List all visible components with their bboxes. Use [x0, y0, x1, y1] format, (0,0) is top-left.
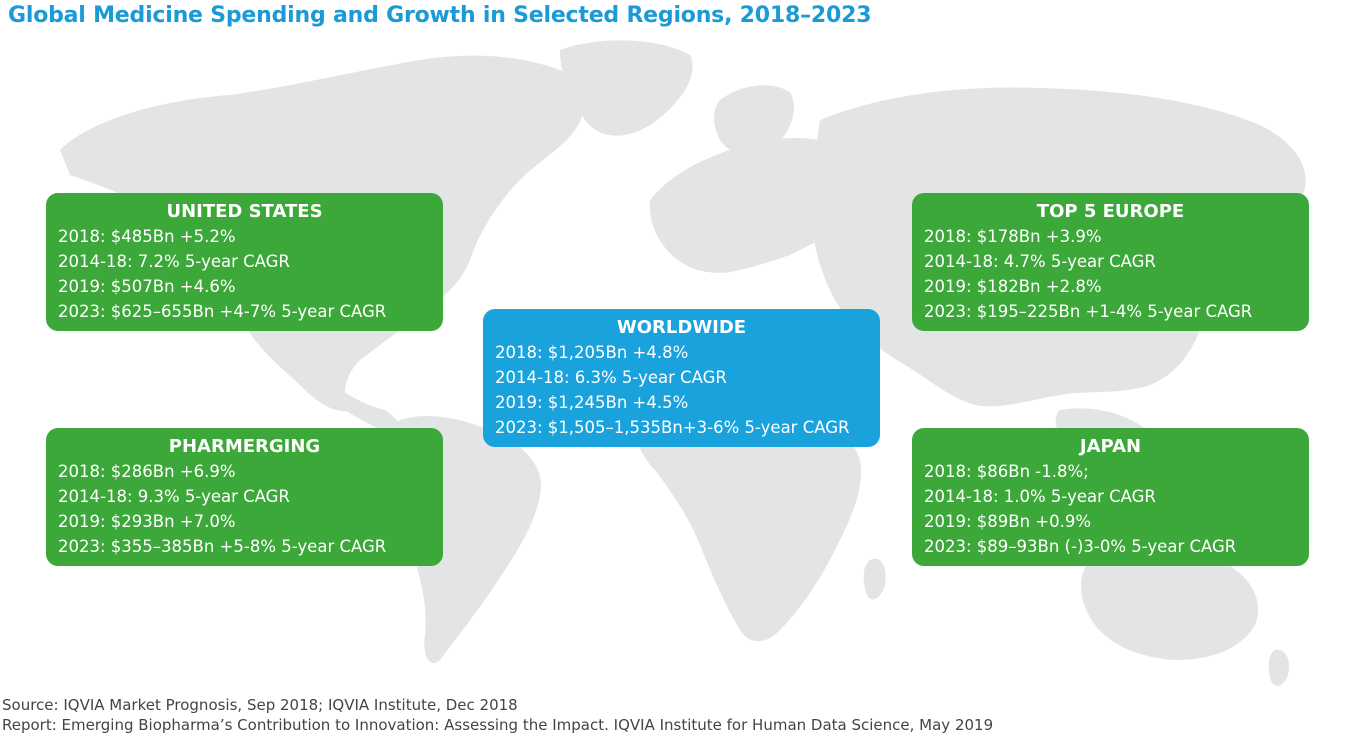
- page-title: Global Medicine Spending and Growth in S…: [8, 3, 872, 28]
- worldwide-line-2014-18: 2014-18: 6.3% 5-year CAGR: [495, 368, 727, 387]
- scandinavia-landmass: [714, 85, 794, 156]
- pharmerging-line-2023: 2023: $355–385Bn +5-8% 5-year CAGR: [58, 537, 387, 556]
- pharmerging-line-2019: 2019: $293Bn +7.0%: [58, 512, 236, 531]
- united-states-line-2018: 2018: $485Bn +5.2%: [58, 227, 236, 246]
- pharmerging-box: PHARMERGING 2018: $286Bn +6.9% 2014-18: …: [46, 428, 443, 566]
- central-america-landmass: [329, 380, 401, 435]
- worldwide-line-2019: 2019: $1,245Bn +4.5%: [495, 393, 689, 412]
- top5-europe-line-2023: 2023: $195–225Bn +1-4% 5-year CAGR: [924, 302, 1253, 321]
- top5-europe-line-2018: 2018: $178Bn +3.9%: [924, 227, 1102, 246]
- africa-landmass: [636, 403, 861, 642]
- madagascar-landmass: [863, 558, 886, 600]
- japan-box: JAPAN 2018: $86Bn -1.8%; 2014-18: 1.0% 5…: [912, 428, 1309, 566]
- worldwide-line-2023: 2023: $1,505–1,535Bn+3-6% 5-year CAGR: [495, 418, 850, 437]
- japan-line-2019: 2019: $89Bn +0.9%: [924, 512, 1092, 531]
- united-states-box: UNITED STATES 2018: $485Bn +5.2% 2014-18…: [46, 193, 443, 331]
- top5-europe-title: TOP 5 EUROPE: [1036, 201, 1185, 222]
- greenland-landmass: [560, 40, 693, 136]
- source-note: Source: IQVIA Market Prognosis, Sep 2018…: [2, 696, 518, 714]
- japan-line-2018: 2018: $86Bn -1.8%;: [924, 462, 1089, 481]
- pharmerging-title: PHARMERGING: [168, 436, 321, 457]
- united-states-line-2014-18: 2014-18: 7.2% 5-year CAGR: [58, 252, 290, 271]
- pharmerging-line-2014-18: 2014-18: 9.3% 5-year CAGR: [58, 487, 290, 506]
- new-zealand-landmass: [1268, 649, 1290, 686]
- australia-landmass: [1080, 548, 1259, 660]
- japan-line-2023: 2023: $89–93Bn (-)3-0% 5-year CAGR: [924, 537, 1237, 556]
- top5-europe-line-2019: 2019: $182Bn +2.8%: [924, 277, 1102, 296]
- united-states-line-2023: 2023: $625–655Bn +4-7% 5-year CAGR: [58, 302, 387, 321]
- worldwide-box: WORLDWIDE 2018: $1,205Bn +4.8% 2014-18: …: [483, 309, 880, 447]
- worldwide-title: WORLDWIDE: [616, 317, 747, 338]
- japan-title: JAPAN: [1079, 436, 1142, 457]
- united-states-title: UNITED STATES: [166, 201, 323, 222]
- worldwide-line-2018: 2018: $1,205Bn +4.8%: [495, 343, 689, 362]
- top5-europe-line-2014-18: 2014-18: 4.7% 5-year CAGR: [924, 252, 1156, 271]
- japan-line-2014-18: 2014-18: 1.0% 5-year CAGR: [924, 487, 1156, 506]
- pharmerging-line-2018: 2018: $286Bn +6.9%: [58, 462, 236, 481]
- united-states-line-2019: 2019: $507Bn +4.6%: [58, 277, 236, 296]
- report-note: Report: Emerging Biopharma’s Contributio…: [2, 716, 994, 734]
- top5-europe-box: TOP 5 EUROPE 2018: $178Bn +3.9% 2014-18:…: [912, 193, 1309, 331]
